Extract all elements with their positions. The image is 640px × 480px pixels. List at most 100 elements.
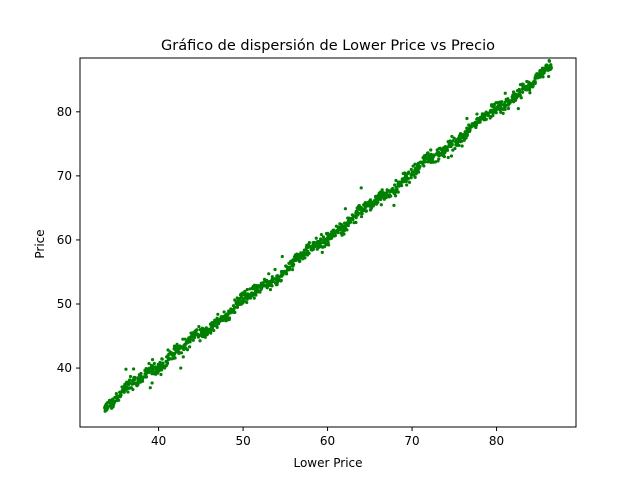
- data-point: [192, 336, 197, 340]
- data-point: [396, 190, 400, 194]
- data-point: [245, 300, 249, 305]
- data-point: [324, 231, 329, 236]
- data-point: [166, 348, 170, 352]
- data-point: [164, 359, 168, 363]
- data-point: [239, 299, 243, 304]
- data-point: [332, 234, 336, 238]
- data-point: [451, 139, 455, 143]
- data-point: [108, 400, 112, 404]
- data-point: [518, 89, 522, 93]
- data-point: [279, 278, 283, 283]
- data-point: [405, 183, 409, 187]
- data-point: [316, 239, 320, 244]
- data-point: [475, 112, 479, 116]
- data-point: [275, 281, 279, 285]
- data-point: [264, 279, 268, 284]
- data-point: [273, 267, 277, 272]
- data-point: [393, 194, 398, 198]
- data-point: [516, 106, 520, 111]
- data-point: [360, 212, 364, 216]
- data-point: [320, 250, 324, 254]
- data-point: [258, 290, 262, 294]
- data-point: [449, 142, 453, 146]
- data-point: [327, 243, 331, 247]
- data-point: [342, 232, 346, 236]
- data-point: [140, 375, 144, 379]
- data-point: [175, 342, 179, 346]
- data-point: [268, 288, 273, 292]
- data-point: [319, 244, 323, 249]
- data-point: [511, 90, 516, 94]
- data-point: [467, 123, 471, 127]
- data-point: [392, 203, 396, 207]
- data-point: [222, 310, 226, 314]
- data-point: [413, 162, 417, 166]
- data-point: [497, 101, 501, 105]
- data-point: [155, 368, 160, 372]
- data-point: [139, 371, 143, 376]
- data-point: [432, 153, 436, 158]
- data-point: [326, 235, 330, 239]
- data-point: [354, 216, 358, 220]
- data-point: [343, 207, 348, 211]
- data-point: [386, 189, 390, 193]
- data-point: [404, 179, 408, 184]
- data-point: [216, 312, 220, 316]
- data-point: [219, 315, 223, 319]
- data-point: [178, 345, 182, 349]
- x-tick-label: 60: [320, 434, 335, 448]
- y-tick-label: 80: [57, 105, 72, 119]
- data-point: [267, 272, 271, 276]
- data-point: [319, 237, 323, 241]
- data-point: [452, 136, 456, 140]
- x-tick-label: 80: [489, 434, 504, 448]
- data-point: [345, 228, 349, 232]
- data-point: [370, 200, 374, 204]
- data-point: [233, 310, 237, 314]
- data-point: [502, 103, 506, 107]
- y-tick-label: 40: [57, 361, 72, 375]
- data-point: [194, 331, 198, 336]
- data-point: [364, 204, 368, 208]
- data-point: [127, 386, 132, 390]
- data-point: [527, 80, 531, 84]
- data-point: [430, 158, 435, 162]
- data-point: [147, 368, 151, 372]
- data-point: [334, 230, 338, 234]
- data-point: [114, 392, 118, 396]
- data-point: [307, 242, 311, 247]
- x-tick-label: 70: [404, 434, 419, 448]
- data-point: [472, 122, 476, 126]
- data-point: [287, 267, 292, 271]
- x-axis-label: Lower Price: [293, 456, 362, 470]
- data-point: [147, 361, 151, 366]
- data-point: [338, 222, 342, 226]
- data-point: [219, 318, 223, 322]
- data-point: [298, 255, 302, 259]
- data-point: [248, 296, 253, 300]
- data-point: [416, 170, 421, 174]
- data-point: [316, 245, 320, 249]
- data-point: [415, 168, 419, 172]
- data-point: [404, 172, 408, 177]
- data-point: [417, 161, 421, 165]
- data-point: [161, 361, 165, 365]
- data-point: [261, 281, 265, 285]
- data-point: [506, 106, 511, 111]
- data-point: [167, 352, 171, 356]
- data-point: [140, 379, 145, 383]
- data-point: [116, 398, 120, 402]
- data-point: [336, 225, 340, 229]
- data-point: [376, 200, 380, 204]
- data-point: [519, 96, 523, 100]
- data-point: [503, 91, 507, 95]
- data-point: [531, 80, 536, 84]
- data-point: [112, 403, 116, 407]
- data-point: [260, 284, 265, 288]
- data-point: [307, 251, 311, 256]
- data-point: [270, 275, 274, 279]
- data-point: [160, 357, 164, 361]
- data-point: [175, 349, 179, 353]
- data-point: [326, 240, 330, 245]
